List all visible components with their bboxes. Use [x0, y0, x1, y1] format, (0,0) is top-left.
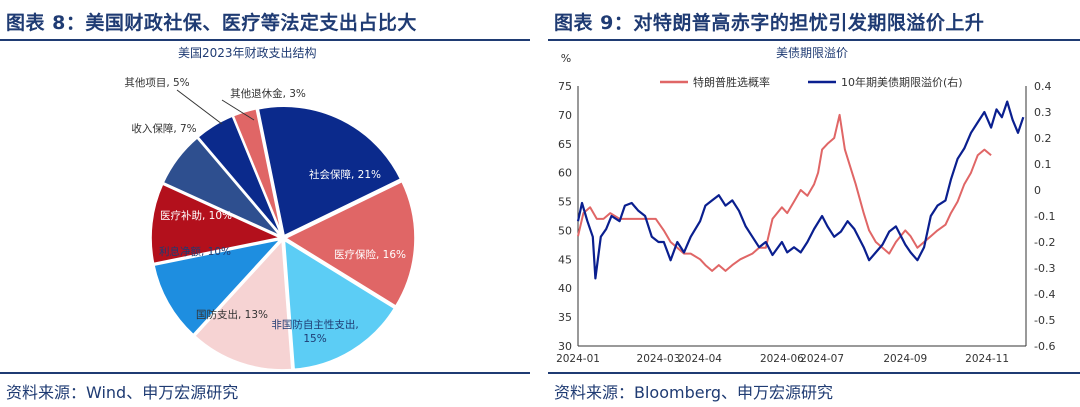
right-tick-label: -0.6: [1034, 340, 1055, 353]
left-tick-label: 55: [558, 196, 572, 209]
pie-slice-label: 其他退休金, 3%: [230, 87, 306, 100]
pie-slice-label: 医疗补助, 10%: [160, 209, 232, 222]
pie-leader-line: [176, 89, 223, 125]
figure-8-panel: 图表 8：美国财政社保、医疗等法定支出占比大 美国2023年财政支出结构 社会保…: [0, 0, 530, 407]
x-tick-label: 2024-09: [883, 353, 927, 365]
legend-label: 特朗普胜选概率: [693, 75, 770, 89]
left-tick-label: 50: [558, 224, 572, 237]
right-tick-label: 0.1: [1034, 158, 1052, 171]
figure-9-bottom-rule: [548, 372, 1080, 374]
pie-chart-title: 美国2023年财政支出结构: [178, 46, 317, 60]
series-line: [576, 100, 1025, 280]
left-tick-label: 30: [558, 340, 572, 353]
left-tick-label: 35: [558, 311, 572, 324]
figure-9-panel: 图表 9：对特朗普高赤字的担忧引发期限溢价上升 美债期限溢价 % 30 35 40 45…: [548, 0, 1080, 407]
figure-9-top-rule: [548, 39, 1080, 41]
left-tick-label: 75: [558, 80, 572, 93]
figure-8-title: 图表 8：美国财政社保、医疗等法定支出占比大: [6, 12, 417, 34]
x-tick-label: 2024-01: [556, 353, 600, 365]
pie-slice: [152, 237, 284, 337]
left-tick-label: 65: [558, 138, 572, 151]
pie-slice-label: 医疗保险, 16%: [334, 248, 406, 261]
right-tick-label: -0.1: [1034, 210, 1055, 223]
pie-slice: [231, 107, 284, 237]
pie-slice-label: 其他项目, 5%: [124, 76, 189, 89]
right-tick-label: 0: [1034, 184, 1041, 197]
x-tick-label: 2024-11: [965, 353, 1009, 365]
pie-chart: 社会保障, 21% 医疗保险, 16% 非国防自主性支出, 15%国防支出, 13% 利…: [124, 76, 417, 372]
figure-9-title: 图表 9：对特朗普高赤字的担忧引发期限溢价上升: [554, 12, 985, 34]
pie-slice: [256, 105, 403, 238]
pie-slice-label: 利息净额, 10%: [159, 245, 231, 258]
right-tick-label: -0.4: [1034, 288, 1055, 301]
pie-slice-label: 社会保障, 21%: [309, 168, 381, 181]
right-tick-label: -0.5: [1034, 314, 1055, 327]
x-tick-label: 2024-06: [760, 353, 804, 365]
x-tick-label: 2024-04: [678, 353, 722, 365]
legend-label: 10年期美债期限溢价(右): [841, 75, 963, 89]
pie-slice-label: 收入保障, 7%: [131, 122, 196, 135]
pie-slice: [283, 179, 417, 308]
figure-9-source: 资料来源：Bloomberg、申万宏源研究: [554, 383, 834, 402]
pie-slice: [149, 182, 285, 265]
right-tick-label: -0.2: [1034, 236, 1055, 249]
pie-leader-line: [221, 99, 255, 121]
x-tick-label: 2024-07: [800, 353, 844, 365]
left-tick-label: 45: [558, 253, 572, 266]
right-tick-label: 0.4: [1034, 80, 1052, 93]
pie-slice: [193, 237, 294, 372]
right-tick-label: 0.2: [1034, 132, 1052, 145]
right-tick-label: 0.3: [1034, 106, 1052, 119]
left-tick-label: 60: [558, 167, 572, 180]
pie-slice: [282, 237, 397, 371]
line-chart-title: 美债期限溢价: [776, 46, 849, 60]
pie-slice-label: 非国防自主性支出, 15%: [271, 318, 358, 345]
left-tick-label: 40: [558, 282, 572, 295]
figure-8-bottom-rule: [0, 372, 530, 374]
x-tick-label: 2024-03: [637, 353, 681, 365]
left-tick-label: 70: [558, 109, 572, 122]
figure-8-top-rule: [0, 39, 530, 41]
pie-slice-label: 国防支出, 13%: [196, 308, 268, 321]
figure-8-source: 资料来源：Wind、申万宏源研究: [6, 383, 239, 402]
right-tick-label: -0.3: [1034, 262, 1055, 275]
line-chart: % 30 35 40 45 50 55 60 65 70 75 -0.6 -0.5 -0.4 -0.3 -0.…: [556, 52, 1055, 365]
left-axis-unit: %: [561, 52, 571, 65]
